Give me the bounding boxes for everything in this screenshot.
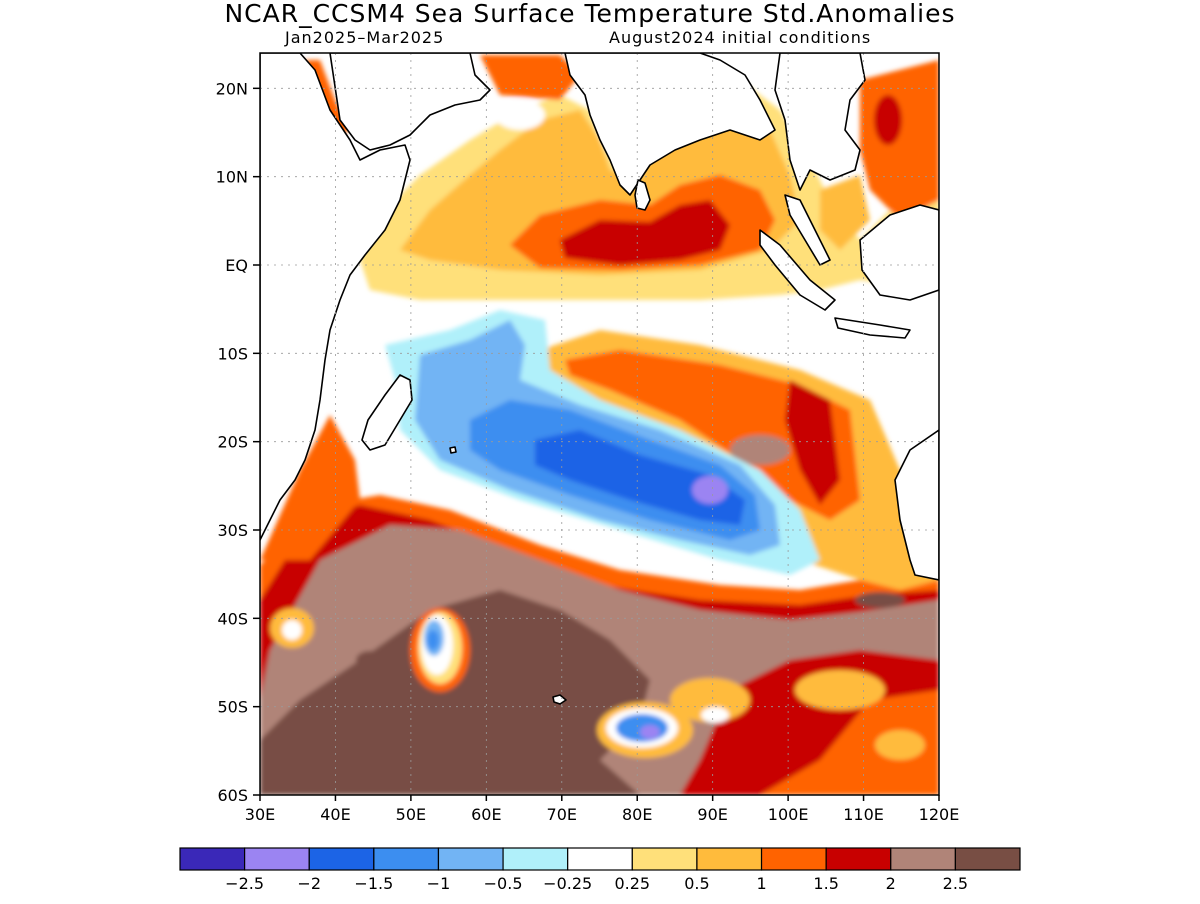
colorbar-swatch [502,847,569,871]
lon-tick-label: 40E [320,805,350,824]
colorbar-label: −1 [427,874,451,893]
eddy3-purple [640,725,660,739]
lon-tick-label: 90E [697,805,727,824]
colorbar-label: −0.5 [484,874,523,893]
colorbar-swatch [567,847,633,871]
map-frame [259,52,940,796]
subtropical-warm-red [565,350,860,520]
colorbar-swatch [373,847,440,871]
lat-tick-label: 40S [217,609,248,628]
se-warm-patch [795,670,885,710]
java [834,317,911,339]
lat-tick-label: 20N [216,79,248,98]
brown-patch-west [356,651,384,669]
colorbar: −2.5 −2 −1.5 −1 −0.5 −0.25 0.25 0.5 1 1.5 2 2.5 [179,847,1021,893]
initial-conditions: August2024 initial conditions [609,28,872,47]
lat-tick-label: 30S [217,521,248,540]
malay-peninsula [784,194,831,266]
colorbar-label: −2 [297,874,321,893]
lat-tick-label: 10N [216,168,248,187]
cold-tongue-core [692,476,728,504]
colorbar-swatch [890,847,956,871]
colorbar-swatch [954,847,1021,871]
colorbar-label: −1.5 [354,874,393,893]
colorbar-swatch [631,847,698,871]
mauritius-island [449,446,457,454]
lat-tick-label: EQ [225,256,248,275]
lon-tick-label: 100E [768,805,809,824]
lon-tick-label: 30E [245,805,275,824]
colorbar-label: 0.5 [684,874,709,893]
arabian-white-spot [495,100,545,130]
colorbar-swatch [179,847,246,871]
lat-tick-label: 10S [217,344,248,363]
lon-tick-label: 80E [622,805,652,824]
borneo [859,204,939,301]
south-china-sea-core [874,95,902,145]
colorbar-swatch [308,847,375,871]
lon-tick-label: 70E [547,805,577,824]
sumatra [759,229,836,311]
lon-tick-label: 60E [471,805,501,824]
se-white-patch [701,707,729,723]
colorbar-label: 0.25 [614,874,650,893]
arabia-coast [329,53,491,151]
lat-tick-label: 60S [217,786,248,805]
cold-tongue-15 [535,430,745,525]
forecast-period: Jan2025–Mar2025 [285,28,445,47]
sri-lanka [634,179,651,211]
se-warm-patch-3 [875,730,925,760]
indochina-coast [774,53,866,191]
lon-tick-label: 110E [843,805,884,824]
kerguelen-island [552,694,567,705]
brown-patch-central [730,435,790,465]
se-warm-patch-2 [670,678,750,722]
colorbar-swatch [244,847,310,871]
australia-coast [894,429,939,581]
west-warm-coast [260,415,360,560]
colorbar-label: −2.5 [225,874,264,893]
colorbar-label: 2.5 [943,874,968,893]
lat-tick-label: 50S [217,698,248,717]
north-warm-dark-red [560,200,730,265]
colorbar-swatch [760,847,827,871]
lon-tick-label: 50E [396,805,426,824]
subtropical-dark-red [785,380,840,505]
eddy2-white [282,620,302,640]
lat-tick-label: 20S [217,433,248,452]
map-grid [260,53,939,795]
southern-brown-dark [260,590,650,795]
chart-title: NCAR_CCSM4 Sea Surface Temperature Std.A… [224,0,956,28]
colorbar-label: 2 [886,874,896,893]
colorbar-label: −0.25 [543,874,592,893]
colorbar-swatch [825,847,892,871]
africa-coast [260,53,411,541]
anomaly-field [260,53,939,795]
colorbar-label: 1.5 [813,874,838,893]
lon-tick-label: 120E [919,805,960,824]
brown-patch-east [855,592,905,608]
arabian-warm [480,55,580,100]
colorbar-swatch [696,847,763,871]
eddy-core [427,630,439,650]
colorbar-swatch [437,847,504,871]
colorbar-label: 1 [756,874,766,893]
java-sea-warm [820,175,870,250]
